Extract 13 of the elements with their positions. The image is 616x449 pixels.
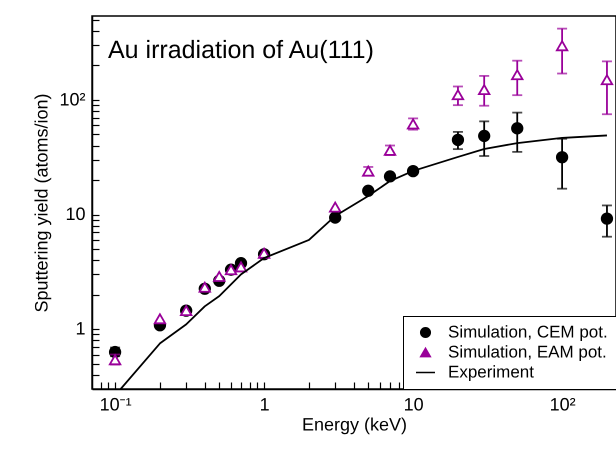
x-tick-label: 1 bbox=[260, 394, 270, 414]
legend-label: Simulation, CEM pot. bbox=[448, 322, 608, 342]
text: Au irradiation of Au(111) bbox=[108, 36, 374, 64]
legend-label: Experiment bbox=[448, 362, 534, 382]
y-tick-label: 10² bbox=[59, 89, 86, 110]
y-tick-label: 10 bbox=[65, 204, 86, 224]
x-tick-label: 10 bbox=[404, 394, 424, 414]
x-tick-label: 10⁻¹ bbox=[100, 394, 132, 414]
y-tick-label: 1 bbox=[75, 318, 86, 339]
x-tick-label: 10² bbox=[550, 394, 576, 414]
y-axis-title: Sputtering yield (atoms/ion) bbox=[31, 93, 52, 313]
x-axis-title: Energy (keV) bbox=[302, 414, 408, 434]
legend-label: Simulation, EAM pot. bbox=[448, 342, 607, 362]
